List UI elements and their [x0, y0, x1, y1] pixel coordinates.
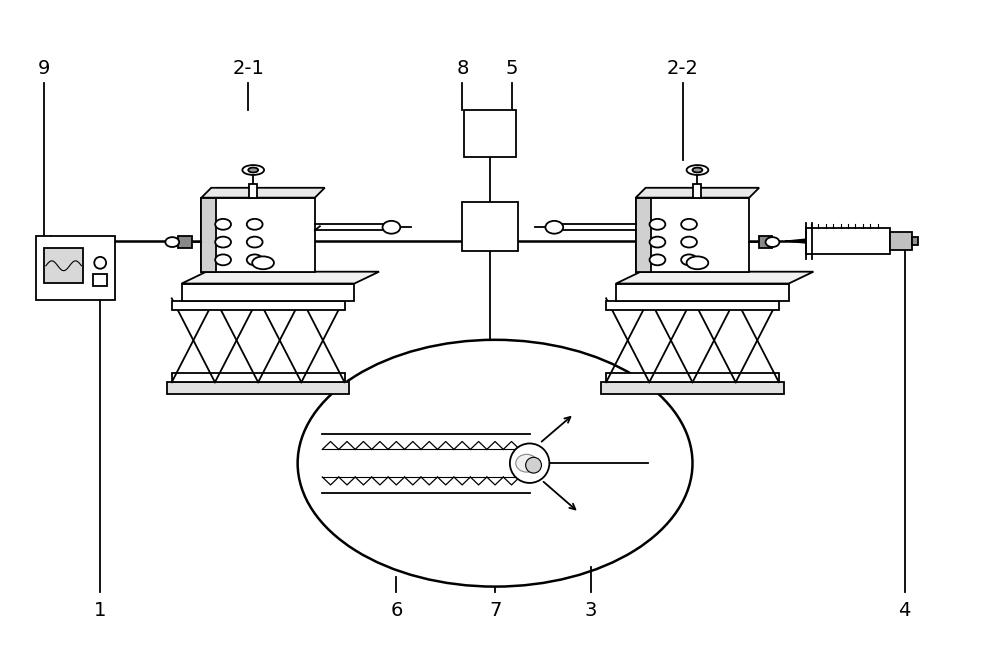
Bar: [606, 373, 779, 382]
Text: 4: 4: [899, 601, 911, 620]
Bar: [759, 236, 772, 248]
Ellipse shape: [242, 165, 264, 175]
Ellipse shape: [681, 254, 697, 265]
Polygon shape: [182, 272, 379, 283]
Ellipse shape: [247, 254, 263, 265]
Ellipse shape: [545, 221, 563, 234]
Bar: [201, 198, 315, 272]
Ellipse shape: [681, 219, 697, 229]
Text: 5: 5: [506, 59, 518, 78]
Ellipse shape: [248, 168, 258, 172]
Bar: [890, 232, 912, 250]
Ellipse shape: [681, 237, 697, 248]
Bar: [912, 237, 918, 245]
Polygon shape: [201, 188, 325, 198]
Bar: [167, 382, 349, 394]
Text: 6: 6: [390, 601, 403, 620]
Ellipse shape: [650, 237, 665, 248]
Bar: [462, 202, 518, 251]
Text: 1: 1: [94, 601, 106, 620]
Polygon shape: [786, 239, 806, 243]
Polygon shape: [616, 283, 789, 302]
Ellipse shape: [692, 168, 702, 172]
Text: 7: 7: [489, 601, 501, 620]
Ellipse shape: [215, 254, 231, 265]
Ellipse shape: [650, 219, 665, 229]
Ellipse shape: [247, 237, 263, 248]
Ellipse shape: [247, 219, 263, 229]
Circle shape: [94, 257, 106, 268]
Bar: [172, 302, 345, 310]
Circle shape: [526, 458, 541, 473]
Bar: [178, 236, 192, 248]
Polygon shape: [616, 272, 813, 283]
Text: 9: 9: [38, 59, 50, 78]
Ellipse shape: [766, 237, 779, 247]
Text: 3: 3: [585, 601, 597, 620]
Ellipse shape: [298, 340, 693, 586]
Bar: [36, 236, 115, 300]
Bar: [606, 302, 779, 310]
Bar: [93, 274, 107, 285]
Circle shape: [510, 443, 549, 483]
Ellipse shape: [215, 237, 231, 248]
Ellipse shape: [252, 256, 274, 269]
Ellipse shape: [687, 165, 708, 175]
Ellipse shape: [215, 219, 231, 229]
Polygon shape: [636, 198, 651, 272]
Ellipse shape: [165, 237, 179, 247]
Polygon shape: [182, 283, 354, 302]
Polygon shape: [636, 188, 759, 198]
Ellipse shape: [650, 254, 665, 265]
Ellipse shape: [383, 221, 400, 234]
Polygon shape: [201, 198, 216, 272]
Bar: [44, 248, 83, 283]
Ellipse shape: [516, 454, 538, 472]
Bar: [464, 110, 516, 157]
Bar: [636, 198, 749, 272]
Bar: [249, 184, 257, 198]
Ellipse shape: [687, 256, 708, 269]
Bar: [806, 228, 890, 254]
Text: 8: 8: [456, 59, 469, 78]
Text: 2-2: 2-2: [667, 59, 699, 78]
Bar: [172, 373, 345, 382]
Bar: [693, 184, 701, 198]
Bar: [601, 382, 784, 394]
Text: 2-1: 2-1: [232, 59, 264, 78]
